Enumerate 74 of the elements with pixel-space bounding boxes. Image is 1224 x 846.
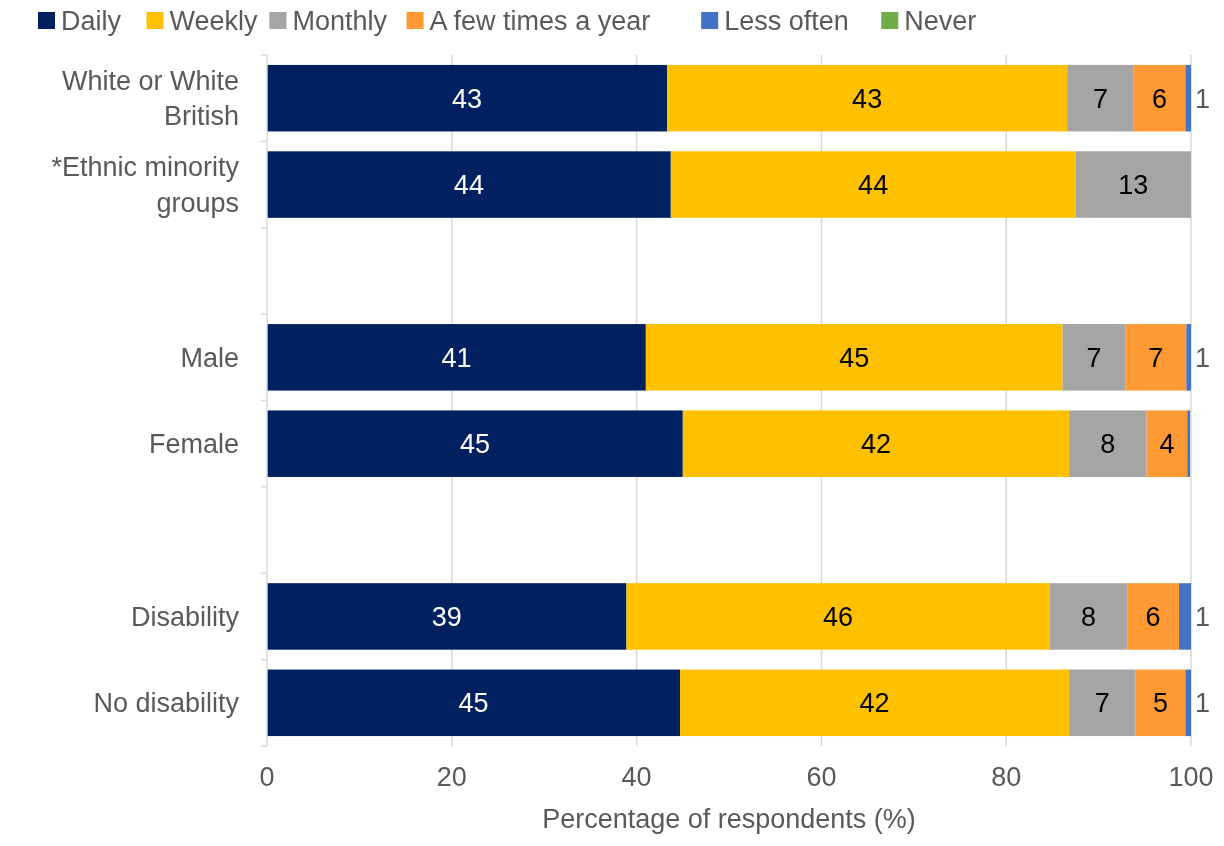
y-tick-label: No disability [93,688,240,719]
data-label: 7 [1094,688,1110,719]
bar [1178,583,1191,650]
bar [645,324,1063,391]
x-tick-label: 100 [1168,762,1214,792]
bar [680,669,1070,737]
legend-label: Never [904,6,977,37]
bar [1125,324,1187,391]
y-tick-label: Male [180,342,239,373]
data-label: 8 [1080,601,1096,632]
data-label: 1 [1195,342,1211,373]
bar [1185,669,1191,737]
data-label: 1 [1195,601,1211,632]
x-tick-label: 80 [991,762,1022,792]
bar [626,583,1050,650]
data-label: 44 [858,170,889,201]
bar [267,669,681,737]
legend-label: Monthly [292,6,388,37]
bar [1069,410,1147,477]
y-tick-label: *Ethnic minority groups [51,152,240,218]
legend-label: Weekly [169,6,259,37]
data-label: 13 [1118,170,1149,201]
bar [1133,64,1186,132]
data-label: 4 [1159,429,1175,460]
y-tick-label: Female [148,429,239,460]
bar [1185,64,1191,132]
bar [667,64,1068,132]
legend-label: A few times a year [429,6,651,37]
data-label: 7 [1148,342,1164,373]
bar [1187,410,1191,477]
data-label: 1 [1195,83,1211,114]
bar [1067,64,1134,132]
bar [1049,583,1128,650]
data-label: 6 [1152,83,1168,114]
data-label: 46 [823,601,854,632]
bar [1186,324,1191,391]
bar [1127,583,1179,650]
bar [682,410,1070,477]
data-label: 43 [452,83,483,114]
data-label: 41 [441,342,472,373]
data-label: 44 [453,170,484,201]
bar [267,64,668,132]
bar [267,151,671,218]
bar [267,324,646,391]
bar [1135,669,1186,737]
y-tick-label: White or White British [61,66,239,132]
data-label: 45 [459,429,490,460]
y-tick-label: Disability [130,601,240,632]
data-label: 39 [431,601,462,632]
data-label: 45 [839,342,870,373]
x-tick-label: 0 [259,762,275,792]
bar [1075,151,1191,218]
x-tick-label: 20 [436,762,467,792]
data-label: 6 [1145,601,1161,632]
bar [670,151,1076,218]
data-label: 45 [458,688,489,719]
data-label: 8 [1100,429,1116,460]
data-label: 42 [860,429,891,460]
data-label: 7 [1086,342,1102,373]
legend-label: Less often [724,6,849,37]
bar [267,583,627,650]
data-label: 7 [1092,83,1108,114]
data-label: 1 [1195,688,1211,719]
bar [1062,324,1126,391]
bar [267,410,683,477]
bar [1069,669,1136,737]
x-axis-title: Percentage of respondents (%) [542,804,916,834]
legend-label: Daily [61,6,122,37]
bar [1146,410,1188,477]
data-label: 43 [852,83,883,114]
x-tick-label: 40 [621,762,652,792]
data-label: 5 [1152,688,1169,719]
data-label: 42 [859,688,890,719]
x-tick-label: 60 [806,762,837,792]
